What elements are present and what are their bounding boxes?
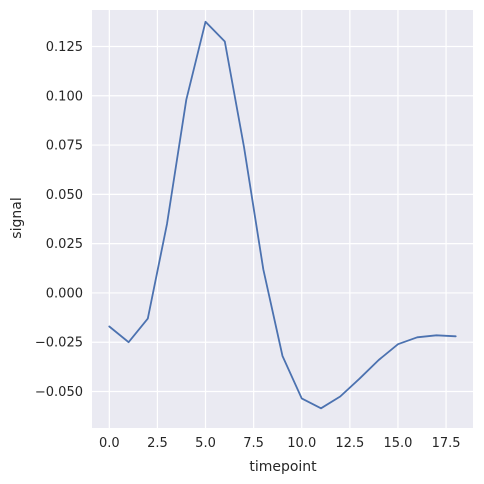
x-tick-label: 5.0 — [195, 436, 216, 451]
x-tick-labels: 0.0 2.5 5.0 7.5 10.0 12.5 15.0 17.5 — [99, 436, 461, 451]
x-axis-label: timepoint — [249, 459, 317, 475]
plot-background — [92, 10, 473, 428]
y-tick-label: −0.025 — [35, 336, 83, 351]
x-tick-label: 12.5 — [335, 436, 364, 451]
grid — [92, 10, 473, 428]
y-tick-label: −0.050 — [35, 385, 83, 400]
series-lines — [108, 20, 457, 410]
x-tick-label: 10.0 — [287, 436, 316, 451]
y-tick-labels: −0.050 −0.025 0.000 0.025 0.050 0.075 0.100 0.1… — [35, 40, 83, 400]
x-tick-label: 7.5 — [243, 436, 264, 451]
y-tick-label: 0.125 — [46, 40, 83, 55]
y-tick-label: 0.100 — [46, 89, 83, 104]
y-tick-label: 0.050 — [46, 188, 83, 203]
y-tick-label: 0.000 — [46, 286, 83, 301]
x-tick-label: 17.5 — [432, 436, 461, 451]
x-tick-label: 15.0 — [383, 436, 412, 451]
series-line — [108, 20, 457, 410]
watermark: CSDN @沉住气CD — [349, 459, 470, 475]
y-axis-label: signal — [9, 197, 25, 238]
y-tick-label: 0.075 — [46, 139, 83, 154]
y-tick-label: 0.025 — [46, 237, 83, 252]
x-tick-label: 0.0 — [99, 436, 120, 451]
x-tick-label: 2.5 — [147, 436, 168, 451]
